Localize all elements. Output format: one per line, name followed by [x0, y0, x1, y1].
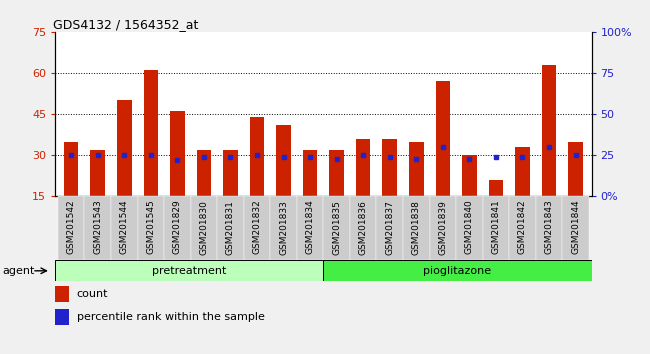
Bar — [217, 196, 244, 260]
Bar — [324, 260, 592, 281]
Text: GSM201842: GSM201842 — [518, 200, 527, 254]
Text: GSM201837: GSM201837 — [385, 200, 395, 255]
Bar — [144, 70, 158, 196]
Bar — [350, 196, 376, 260]
Bar — [430, 196, 456, 260]
Bar — [90, 150, 105, 196]
Text: GSM201545: GSM201545 — [146, 200, 155, 255]
Bar — [456, 196, 483, 260]
Text: pioglitazone: pioglitazone — [423, 266, 491, 276]
Text: GSM201834: GSM201834 — [306, 200, 315, 255]
Bar — [303, 150, 317, 196]
Text: GSM201544: GSM201544 — [120, 200, 129, 254]
Text: GSM201543: GSM201543 — [93, 200, 102, 255]
Text: GSM201844: GSM201844 — [571, 200, 580, 254]
Bar — [58, 196, 84, 260]
Bar — [84, 196, 111, 260]
Text: GSM201830: GSM201830 — [200, 200, 209, 255]
Text: GSM201833: GSM201833 — [279, 200, 288, 255]
Text: GSM201829: GSM201829 — [173, 200, 182, 255]
Bar — [111, 196, 138, 260]
Bar — [270, 196, 297, 260]
Text: percentile rank within the sample: percentile rank within the sample — [77, 312, 265, 322]
Bar — [562, 196, 589, 260]
Bar — [55, 286, 69, 302]
Bar — [376, 196, 403, 260]
Text: GSM201832: GSM201832 — [252, 200, 261, 255]
Bar — [55, 260, 324, 281]
Bar — [403, 196, 430, 260]
Text: GSM201835: GSM201835 — [332, 200, 341, 255]
Text: count: count — [77, 289, 108, 299]
Bar — [276, 125, 291, 196]
Bar — [489, 180, 503, 196]
Bar — [483, 196, 509, 260]
Text: GSM201836: GSM201836 — [359, 200, 368, 255]
Bar — [138, 196, 164, 260]
Text: GSM201843: GSM201843 — [545, 200, 554, 255]
Text: GSM201841: GSM201841 — [491, 200, 500, 255]
Text: GSM201542: GSM201542 — [67, 200, 75, 254]
Bar — [170, 112, 185, 196]
Bar — [382, 139, 397, 196]
Bar — [250, 117, 265, 196]
Bar — [330, 150, 344, 196]
Bar — [196, 150, 211, 196]
Bar — [536, 196, 562, 260]
Text: GSM201840: GSM201840 — [465, 200, 474, 255]
Bar — [515, 147, 530, 196]
Bar — [190, 196, 217, 260]
Bar — [244, 196, 270, 260]
Bar — [117, 101, 131, 196]
Bar — [568, 142, 583, 196]
Bar — [436, 81, 450, 196]
Bar — [356, 139, 370, 196]
Text: pretreatment: pretreatment — [152, 266, 226, 276]
Text: agent: agent — [3, 266, 35, 276]
Text: GSM201838: GSM201838 — [412, 200, 421, 255]
Text: GDS4132 / 1564352_at: GDS4132 / 1564352_at — [53, 18, 198, 31]
Bar — [462, 155, 476, 196]
Bar — [541, 65, 556, 196]
Bar — [509, 196, 536, 260]
Bar — [164, 196, 190, 260]
Bar — [223, 150, 238, 196]
Bar — [55, 309, 69, 325]
Text: GSM201831: GSM201831 — [226, 200, 235, 255]
Bar — [324, 196, 350, 260]
Bar — [409, 142, 424, 196]
Text: GSM201839: GSM201839 — [438, 200, 447, 255]
Bar — [297, 196, 324, 260]
Bar — [64, 142, 79, 196]
